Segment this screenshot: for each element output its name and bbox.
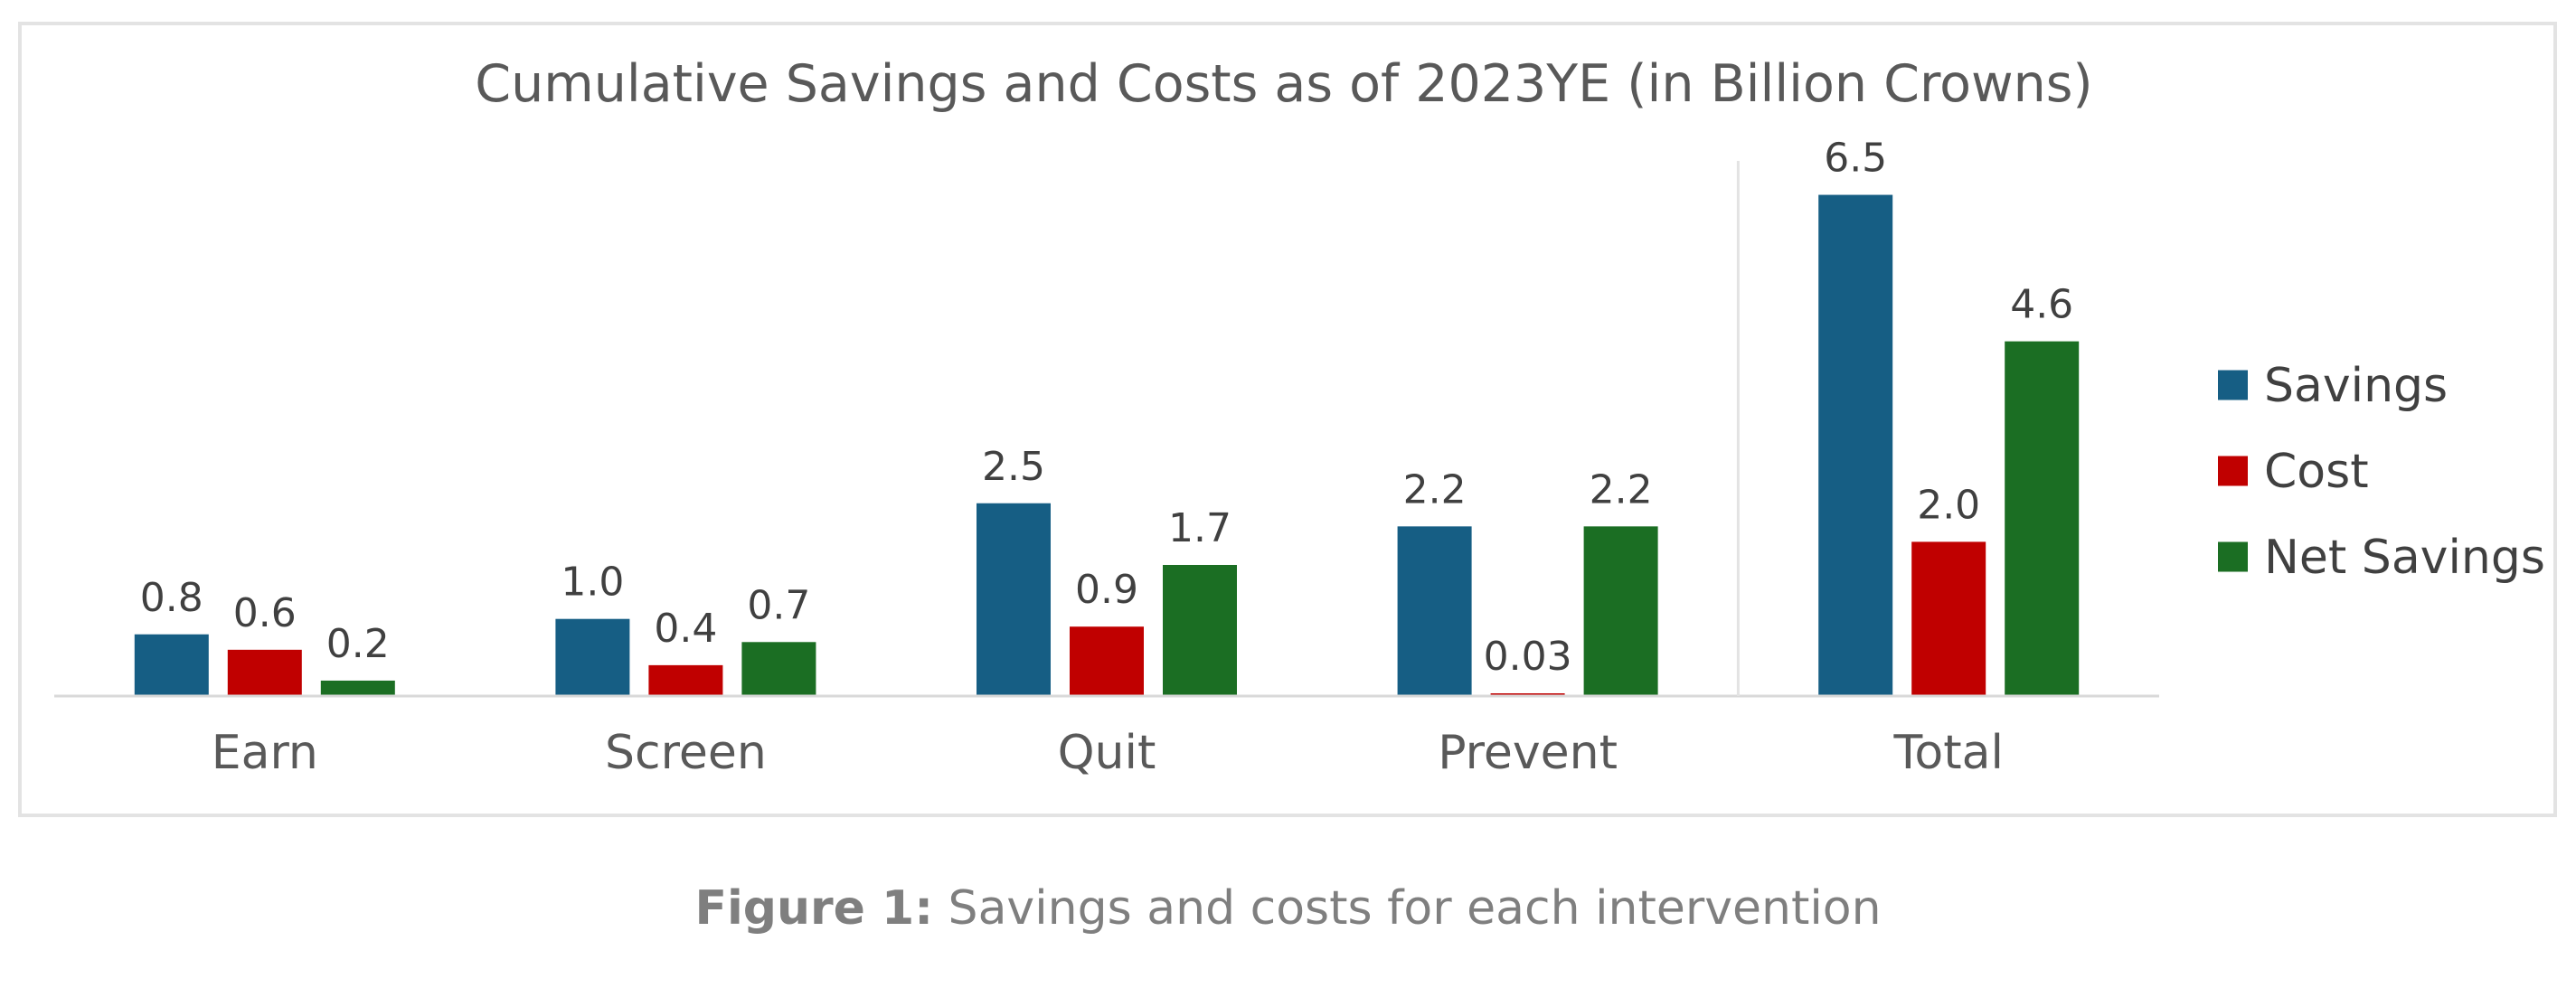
data-label-net-savings-quit: 1.7 xyxy=(1168,505,1231,551)
bar-net-savings-total xyxy=(2005,341,2080,696)
legend-label-net-savings: Net Savings xyxy=(2264,531,2545,585)
bar-net-savings-screen xyxy=(741,642,816,696)
bar-savings-prevent xyxy=(1397,526,1472,696)
legend-label-cost: Cost xyxy=(2264,445,2369,499)
data-label-cost-total: 2.0 xyxy=(1917,482,1980,528)
data-label-cost-earn: 0.6 xyxy=(233,590,297,636)
data-label-cost-screen: 0.4 xyxy=(654,606,717,652)
bar-savings-earn xyxy=(134,634,209,696)
figure-caption-label: Figure 1: xyxy=(694,881,934,936)
legend: Savings Cost Net Savings xyxy=(2218,359,2545,585)
data-label-net-savings-screen: 0.7 xyxy=(747,582,810,628)
data-label-savings-earn: 0.8 xyxy=(140,575,203,621)
data-label-savings-screen: 1.0 xyxy=(561,560,624,606)
bars-layer xyxy=(134,194,2080,697)
chart-frame xyxy=(18,22,2557,817)
bar-savings-screen xyxy=(555,618,630,696)
data-label-savings-total: 6.5 xyxy=(1824,136,1887,182)
category-label-prevent: Prevent xyxy=(1438,726,1618,780)
legend-swatch-savings xyxy=(2218,370,2248,400)
category-label-total: Total xyxy=(1892,726,2003,780)
data-label-net-savings-total: 4.6 xyxy=(2010,282,2073,328)
legend-label-savings: Savings xyxy=(2264,359,2448,413)
x-axis: Earn Screen Quit Prevent Total xyxy=(54,161,2159,780)
bar-cost-earn xyxy=(227,649,302,696)
figure-caption-text: Savings and costs for each intervention xyxy=(933,881,1882,936)
bar-net-savings-quit xyxy=(1163,564,1237,696)
bar-net-savings-earn xyxy=(320,680,395,696)
bar-net-savings-prevent xyxy=(1583,526,1658,696)
figure-caption: Figure 1: Savings and costs for each int… xyxy=(0,881,2576,936)
data-label-cost-quit: 0.9 xyxy=(1075,567,1138,613)
chart-title: Cumulative Savings and Costs as of 2023Y… xyxy=(475,54,2092,114)
bar-savings-total xyxy=(1818,194,1893,697)
legend-swatch-cost xyxy=(2218,456,2248,486)
bar-cost-screen xyxy=(648,664,723,696)
data-label-cost-prevent: 0.03 xyxy=(1484,634,1572,680)
data-labels-layer: 0.8 0.6 0.2 1.0 0.4 0.7 2.5 0.9 1.7 2.2 0.03 2.2 6.5… xyxy=(140,136,2073,680)
data-label-net-savings-earn: 0.2 xyxy=(326,621,390,667)
data-label-savings-quit: 2.5 xyxy=(982,444,1045,490)
bar-cost-quit xyxy=(1070,626,1144,696)
data-label-savings-prevent: 2.2 xyxy=(1403,466,1467,513)
bar-cost-total xyxy=(1911,541,1986,696)
category-label-earn: Earn xyxy=(212,726,318,780)
category-label-screen: Screen xyxy=(605,726,767,780)
bar-savings-quit xyxy=(977,503,1051,696)
data-label-net-savings-prevent: 2.2 xyxy=(1590,466,1653,513)
legend-swatch-net-savings xyxy=(2218,541,2248,572)
category-label-quit: Quit xyxy=(1058,726,1156,780)
